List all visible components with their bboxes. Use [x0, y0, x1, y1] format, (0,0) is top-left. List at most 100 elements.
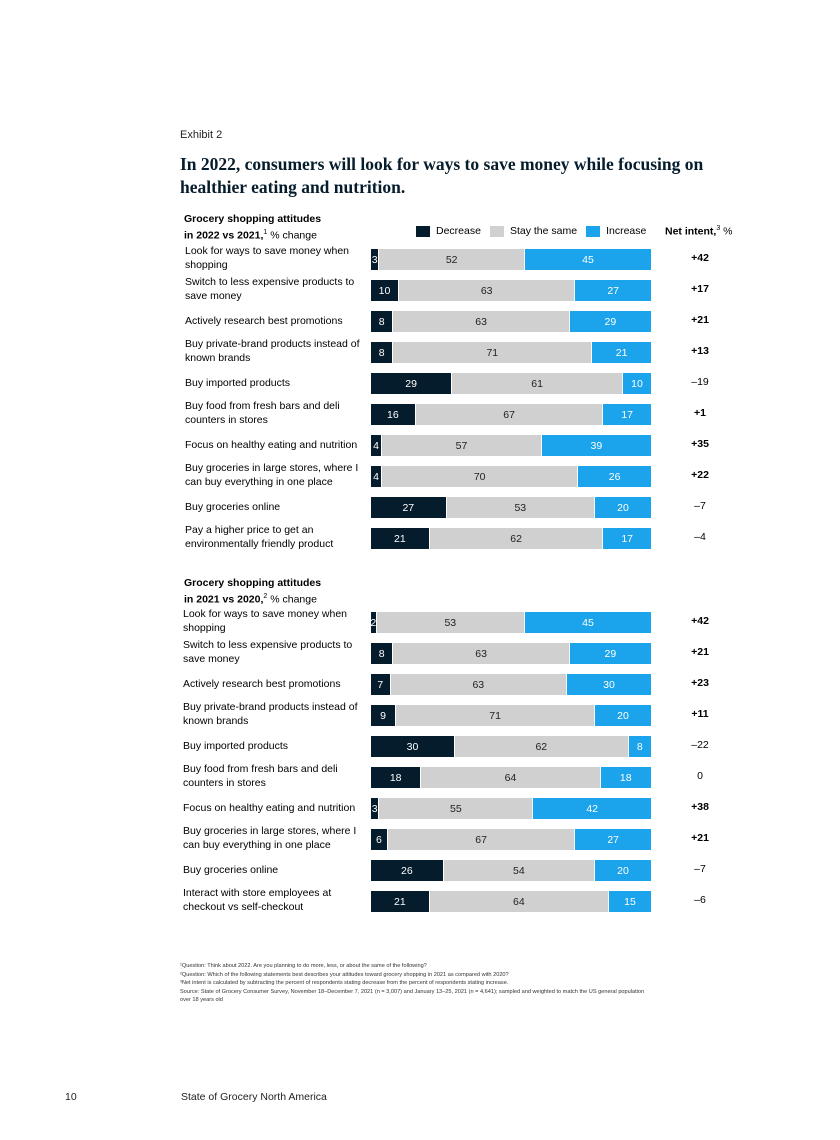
data-label: 8 — [378, 647, 385, 660]
data-label: 39 — [590, 439, 603, 452]
net-intent-value: +42 — [691, 615, 709, 627]
net-intent-unit: % — [723, 225, 733, 238]
bar-segment-decrease: 8 — [371, 311, 394, 332]
net-intent-value: +1 — [694, 407, 706, 419]
data-label: 63 — [475, 647, 487, 660]
bar-segment-increase: 17 — [603, 404, 651, 425]
net-intent-value: +21 — [691, 646, 709, 658]
chart-title-unit: % change — [267, 229, 317, 242]
chart-title-2: Grocery shopping attitudes in 2021 vs 202… — [184, 577, 321, 607]
data-label: 57 — [455, 439, 468, 452]
row-label: Switch to less expensive products to sav… — [185, 276, 355, 302]
data-label: 8 — [378, 346, 385, 359]
bar-segment-decrease: 2 — [370, 612, 377, 633]
bar-segment-same: 70 — [382, 466, 579, 487]
row-label: Buy groceries in large stores, where I c… — [183, 825, 357, 851]
stacked-bar: 3 52 45 — [371, 249, 651, 270]
stacked-bar: 8 63 29 — [371, 643, 651, 664]
row-label: Buy private-brand products instead of kn… — [183, 701, 358, 727]
bar-segment-increase: 10 — [622, 373, 651, 394]
data-label: 17 — [621, 532, 634, 545]
data-label: 26 — [401, 864, 413, 877]
chart-title-line1: Grocery shopping attitudes — [184, 577, 322, 589]
bar-segment-same: 63 — [393, 311, 570, 332]
bar-segment-same: 64 — [429, 891, 609, 912]
net-intent-value: +22 — [691, 469, 709, 481]
bar-segment-increase: 26 — [578, 466, 651, 487]
bar-segment-increase: 30 — [566, 674, 651, 695]
bar-segment-decrease: 4 — [371, 466, 383, 487]
bar-segment-increase: 21 — [592, 342, 651, 363]
bar-segment-increase: 20 — [594, 705, 651, 726]
data-label: 71 — [486, 346, 499, 359]
data-label: 4 — [373, 439, 380, 452]
bar-segment-decrease: 16 — [371, 404, 416, 425]
data-label: 4 — [373, 470, 380, 483]
row-label: Switch to less expensive products to sav… — [183, 639, 353, 665]
data-label: 52 — [445, 253, 458, 266]
chart-title-1: Grocery shopping attitudes in 2022 vs 202… — [184, 213, 321, 243]
stacked-bar: 10 63 27 — [371, 280, 651, 301]
bar-segment-decrease: 27 — [371, 497, 447, 518]
data-label: 42 — [586, 802, 599, 815]
bar-segment-increase: 15 — [608, 891, 651, 912]
stacked-bar: 21 62 17 — [371, 528, 651, 549]
bar-segment-increase: 18 — [600, 767, 651, 788]
legend-label-same: Stay the same — [509, 225, 578, 237]
bar-segment-increase: 45 — [524, 612, 651, 633]
legend-item-increase: Increase — [586, 225, 646, 237]
stacked-bar: 16 67 17 — [371, 404, 651, 425]
bar-segment-increase: 45 — [524, 249, 651, 270]
chart-title-line2: in 2022 vs 2021, — [184, 229, 264, 242]
bar-segment-decrease: 8 — [371, 643, 394, 664]
row-label: Interact with store employees at checkou… — [183, 887, 332, 913]
net-intent-value: +13 — [691, 345, 709, 357]
bar-segment-same: 55 — [379, 798, 534, 819]
bar-segment-increase: 39 — [541, 435, 651, 456]
bar-segment-same: 62 — [455, 736, 629, 757]
net-intent-value: +38 — [691, 801, 709, 813]
stacked-bar: 9 71 20 — [371, 705, 651, 726]
bar-segment-same: 53 — [446, 497, 595, 518]
stacked-bar: 6 67 27 — [371, 829, 651, 850]
bar-segment-same: 57 — [382, 435, 542, 456]
data-label: 8 — [378, 315, 385, 328]
stacked-bar: 8 63 29 — [371, 311, 651, 332]
net-intent-value: +11 — [691, 708, 709, 720]
stacked-bar: 7 63 30 — [371, 674, 651, 695]
stacked-bar: 4 70 26 — [371, 466, 651, 487]
net-intent-value: +23 — [691, 677, 709, 689]
net-intent-value: –7 — [694, 863, 706, 875]
row-label: Look for ways to save money when shoppin… — [183, 608, 348, 634]
bar-segment-same: 67 — [415, 404, 604, 425]
data-label: 20 — [617, 709, 629, 722]
report-title: State of Grocery North America — [181, 1091, 327, 1103]
bar-segment-same: 64 — [421, 767, 601, 788]
data-label: 7 — [377, 678, 384, 691]
net-intent-value: +21 — [691, 314, 709, 326]
bar-segment-decrease: 3 — [371, 249, 380, 270]
bar-segment-same: 63 — [393, 643, 570, 664]
bar-segment-increase: 27 — [575, 829, 651, 850]
bar-segment-same: 63 — [399, 280, 576, 301]
chart-title-unit: % change — [267, 593, 317, 606]
bar-segment-increase: 29 — [569, 311, 651, 332]
stacked-bar: 8 71 21 — [371, 342, 651, 363]
bar-segment-increase: 17 — [603, 528, 651, 549]
data-label: 30 — [603, 678, 615, 691]
row-label: Buy private-brand products instead of kn… — [185, 338, 360, 364]
net-intent-value: +35 — [691, 438, 709, 450]
data-label: 21 — [615, 346, 628, 359]
data-label: 9 — [380, 709, 387, 722]
bar-segment-same: 63 — [390, 674, 567, 695]
bar-segment-decrease: 8 — [371, 342, 394, 363]
stacked-bar: 3 55 42 — [371, 798, 651, 819]
footnote-1: ¹Question: Think about 2022. Are you pla… — [180, 963, 427, 969]
data-label: 20 — [617, 864, 629, 877]
data-label: 29 — [604, 315, 617, 328]
row-label: Buy groceries online — [185, 501, 281, 513]
row-label: Focus on healthy eating and nutrition — [183, 802, 356, 814]
data-label: 62 — [535, 740, 548, 753]
stacked-bar: 29 61 10 — [371, 373, 651, 394]
footnote-3: ³Net intent is calculated by subtracting… — [180, 980, 509, 987]
